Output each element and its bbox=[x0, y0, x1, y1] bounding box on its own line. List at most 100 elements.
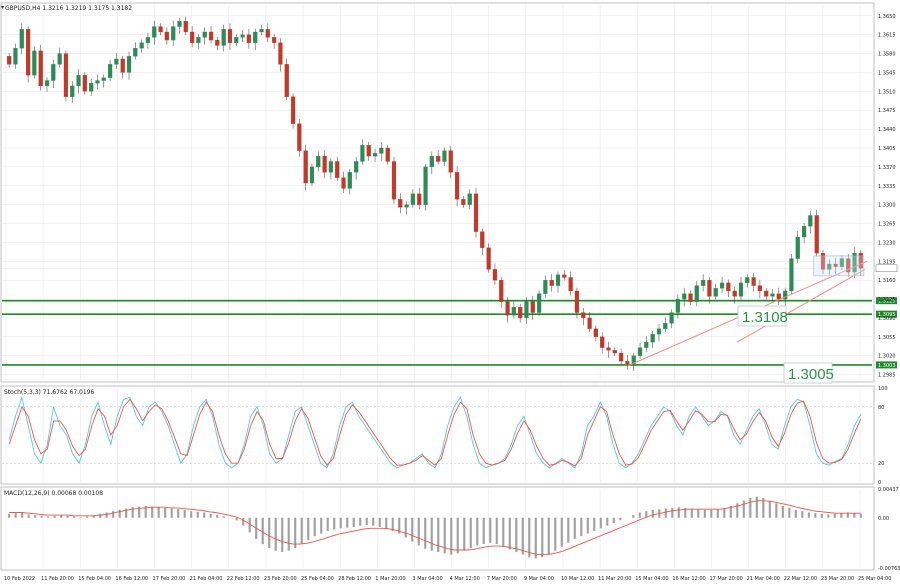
candle-body bbox=[536, 293, 542, 313]
candle-body bbox=[549, 280, 554, 286]
candle-body bbox=[7, 56, 12, 65]
candle-body bbox=[656, 328, 662, 335]
stoch-panel[interactable] bbox=[0, 385, 875, 485]
candle-body bbox=[454, 172, 460, 200]
candle-body bbox=[284, 64, 289, 97]
candle-body bbox=[751, 277, 756, 286]
level1-label: 1.3108 bbox=[742, 309, 788, 326]
candle-body bbox=[852, 253, 857, 273]
candle-body bbox=[675, 298, 680, 313]
stoch-tick: 20 bbox=[878, 461, 884, 467]
candle-body bbox=[89, 83, 94, 92]
price-tick: 1.3020 bbox=[878, 354, 896, 360]
time-tick: 16 Feb 12:00 bbox=[115, 576, 148, 582]
candle-body bbox=[568, 277, 573, 292]
consolidation-box bbox=[813, 255, 865, 277]
time-tick: 7 Mar 20:00 bbox=[487, 576, 517, 582]
candle-body bbox=[581, 312, 586, 319]
candle-body bbox=[511, 307, 516, 316]
price-tick: 1.3545 bbox=[878, 70, 896, 76]
candle-body bbox=[524, 301, 529, 319]
level-price-tag bbox=[876, 361, 897, 369]
candle-body bbox=[126, 56, 132, 73]
candle-body bbox=[612, 350, 617, 354]
candle-body bbox=[688, 293, 693, 302]
candle-body bbox=[354, 161, 359, 173]
macd-signal-line bbox=[9, 500, 861, 556]
candle-body bbox=[448, 150, 453, 173]
price-tick: 1.3580 bbox=[878, 52, 896, 58]
stoch-main-line bbox=[8, 395, 862, 469]
candle-body bbox=[486, 247, 491, 270]
candle-body bbox=[480, 231, 485, 248]
time-tick: 15 Feb 04:00 bbox=[78, 576, 111, 582]
time-tick: 11 Feb 20:00 bbox=[41, 576, 74, 582]
macd-tick: 0.00 bbox=[878, 516, 889, 522]
candle-body bbox=[341, 177, 346, 189]
candle-body bbox=[808, 215, 813, 227]
price-tick: 1.3160 bbox=[878, 278, 896, 284]
candle-body bbox=[246, 34, 251, 43]
candle-body bbox=[57, 53, 62, 65]
candle-body bbox=[145, 37, 151, 43]
candle-body bbox=[555, 274, 561, 286]
candle-body bbox=[38, 50, 43, 87]
candle-body bbox=[372, 153, 378, 157]
candle-body bbox=[707, 280, 712, 297]
price-tick: 1.3125 bbox=[878, 297, 896, 303]
candle-body bbox=[473, 193, 479, 232]
candle-body bbox=[801, 226, 807, 238]
time-tick: 25 Feb 04:00 bbox=[301, 576, 334, 582]
candle-body bbox=[272, 37, 277, 43]
candle-body bbox=[107, 64, 113, 78]
candle-body bbox=[606, 347, 611, 351]
candle-body bbox=[265, 29, 270, 38]
main-header: GBPUSD,H4 1.3216 1.3219 1.3175 1.3182 bbox=[5, 5, 132, 12]
candle-body bbox=[562, 274, 567, 278]
candle-body bbox=[732, 290, 737, 297]
stoch-tick: 100 bbox=[878, 386, 888, 392]
candle-body bbox=[13, 48, 18, 65]
stoch-tick: 80 bbox=[878, 405, 884, 411]
candle-body bbox=[814, 215, 819, 254]
time-tick: 11 Mar 20:00 bbox=[598, 576, 631, 582]
time-tick: 21 Mar 04:00 bbox=[747, 576, 780, 582]
time-axis: 10 Feb 2022 11 Feb 20:00 15 Feb 04:00 16 Fe… bbox=[4, 576, 891, 582]
price-tick: 1.3300 bbox=[878, 203, 896, 209]
candle-body bbox=[637, 347, 643, 356]
candle-body bbox=[619, 352, 624, 362]
price-tick: 1.2985 bbox=[878, 373, 896, 379]
candle-body bbox=[183, 21, 188, 33]
candle-body bbox=[587, 317, 592, 329]
candle-body bbox=[335, 161, 340, 178]
candle-body bbox=[152, 26, 157, 38]
candle-body bbox=[789, 258, 794, 292]
main-panel[interactable] bbox=[0, 2, 875, 383]
candle-body bbox=[177, 21, 182, 27]
candle-body bbox=[171, 26, 176, 41]
time-tick: 3 Mar 04:00 bbox=[412, 576, 442, 582]
macd-series bbox=[8, 496, 862, 559]
candle-body bbox=[32, 50, 37, 76]
candle-body bbox=[499, 280, 504, 302]
candle-body bbox=[776, 293, 781, 300]
menu-arrow-icon[interactable] bbox=[1, 6, 4, 9]
candle-body bbox=[518, 307, 523, 319]
candle-body bbox=[694, 285, 699, 302]
candle-body bbox=[297, 123, 302, 151]
price-tick: 1.3230 bbox=[878, 240, 896, 246]
candle-body bbox=[442, 150, 447, 162]
time-tick: 28 Feb 12:00 bbox=[338, 576, 371, 582]
candle-body bbox=[70, 85, 75, 97]
candle-body bbox=[505, 301, 510, 316]
candle-body bbox=[492, 269, 498, 281]
support-levels: 1.3125 1.3095 1.3003 bbox=[2, 297, 897, 369]
projection-line bbox=[736, 268, 866, 343]
candle-body bbox=[44, 80, 50, 87]
candle-body bbox=[379, 147, 384, 154]
stochastic-lines bbox=[2, 395, 872, 469]
candle-body bbox=[234, 37, 239, 43]
price-tick: 1.3510 bbox=[878, 89, 896, 95]
candle-body bbox=[114, 58, 119, 65]
